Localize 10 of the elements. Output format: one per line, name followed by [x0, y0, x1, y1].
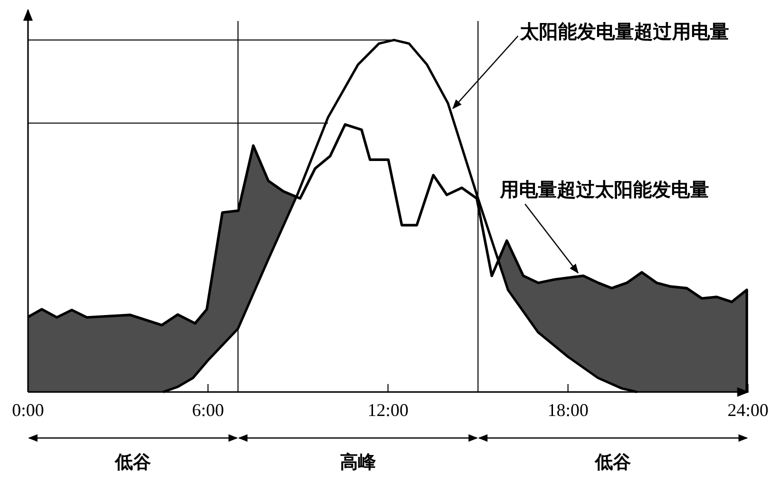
x-tick-label: 6:00: [192, 400, 224, 420]
text: 高峰: [340, 452, 377, 472]
annotation: 用电量超过太阳能发电量: [499, 179, 709, 201]
text: 低谷: [114, 452, 152, 472]
text: 低谷: [594, 452, 632, 472]
x-tick-label: 0:00: [12, 400, 44, 420]
annotation: 太阳能发电量超过用电量: [519, 21, 729, 43]
x-tick-label: 12:00: [367, 400, 409, 420]
x-tick-label: 24:00: [727, 400, 769, 420]
x-tick-label: 18:00: [547, 400, 589, 420]
